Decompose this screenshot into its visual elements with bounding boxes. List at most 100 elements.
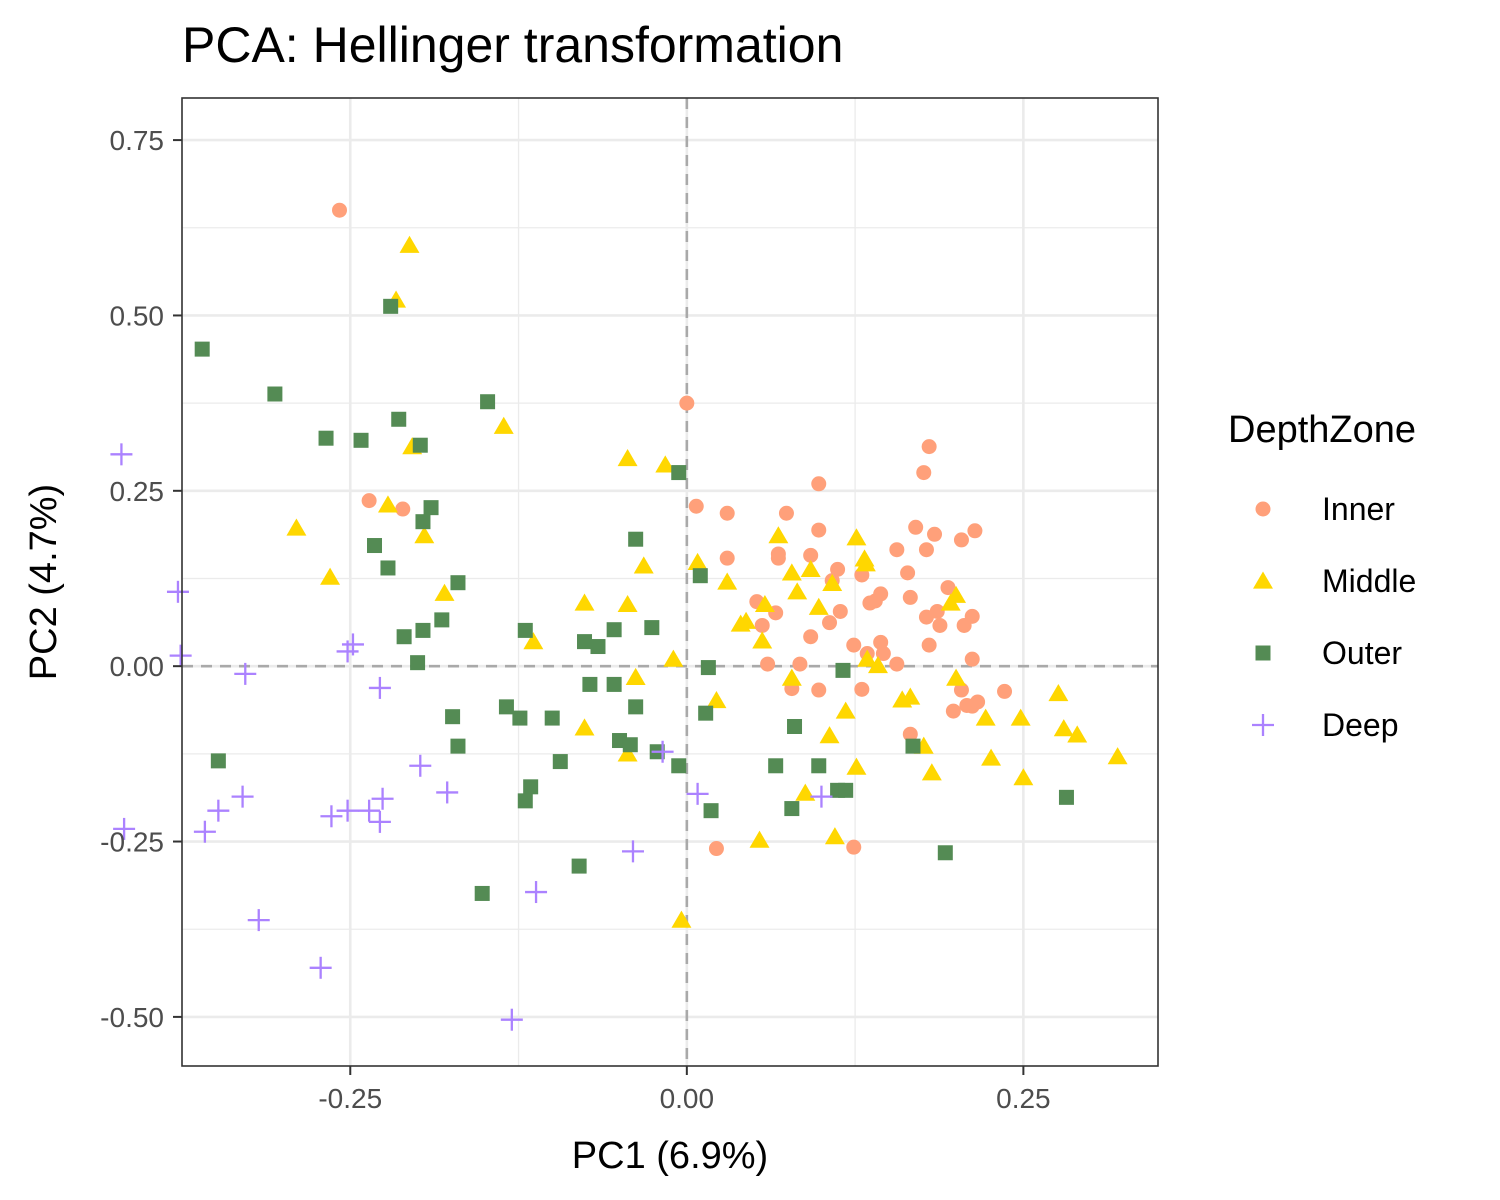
point-inner [792,656,808,672]
point-outer [318,430,334,446]
legend-item-outer: Outer [1255,635,1402,671]
point-inner [918,542,934,558]
point-outer [838,782,854,798]
point-inner [967,523,983,539]
point-middle [819,726,840,744]
point-inner [361,493,377,509]
point-deep [247,909,270,932]
point-inner [846,637,862,653]
point-middle [835,701,856,719]
y-tick-label: 0.00 [110,651,165,682]
point-deep [166,580,189,603]
y-tick-label: 0.25 [110,476,165,507]
legend-key-deep [1252,714,1274,736]
y-axis-title: PC2 (4.7%) [23,484,65,680]
point-outer [450,738,466,754]
point-middle [574,593,595,611]
point-outer [606,622,622,638]
point-inner [811,522,827,538]
point-deep [621,840,644,863]
point-middle [868,655,888,674]
point-outer [692,568,708,584]
point-outer [194,341,210,357]
point-inner [953,682,969,698]
point-middle [787,582,808,600]
point-middle [663,649,684,667]
point-middle [808,597,829,615]
series-outer [194,298,1074,901]
point-outer [517,622,533,638]
legend-title: DepthZone [1228,409,1416,451]
point-middle [1067,725,1088,743]
point-inner [964,651,980,667]
x-axis-title: PC1 (6.9%) [572,1135,768,1177]
point-inner [822,615,838,631]
y-tick-label: -0.50 [100,1002,164,1033]
point-outer [353,432,369,448]
legend-items: Inner Middle Outer Deep [1252,491,1416,743]
point-outer [698,705,714,721]
point-outer [498,699,514,715]
point-middle [617,594,638,613]
point-middle [822,573,843,592]
legend: DepthZone Inner Middle Outer Deep [1228,409,1416,743]
point-deep [500,1008,523,1031]
point-outer [671,465,687,481]
point-inner [929,603,945,619]
point-outer [544,710,560,726]
point-outer [768,758,784,774]
point-inner [811,476,827,492]
point-outer [784,801,800,817]
point-deep [409,754,432,777]
point-middle [399,235,420,253]
point-outer [210,753,226,769]
legend-label: Deep [1322,707,1399,743]
point-middle [671,910,692,928]
point-deep [234,662,257,685]
point-deep [110,443,133,466]
point-inner [754,617,770,633]
point-middle [1013,768,1034,786]
point-inner [921,439,937,455]
point-middle [921,763,942,781]
legend-key-inner [1255,501,1271,517]
point-outer [937,845,953,861]
point-deep [169,644,192,667]
point-outer [628,699,644,715]
point-middle [493,416,514,434]
point-deep [810,785,833,808]
chart-title: PCA: Hellinger transformation [182,17,843,73]
point-middle [1107,747,1128,765]
point-inner [889,542,905,558]
point-deep [436,781,459,804]
point-outer [267,386,283,402]
series-deep [110,443,833,1031]
point-outer [700,660,716,676]
point-outer [577,634,593,650]
point-inner [889,656,905,672]
point-outer [552,754,568,770]
point-outer [391,411,407,427]
point-deep [358,799,381,822]
point-middle [717,572,738,590]
point-outer [582,676,598,692]
point-outer [905,738,921,754]
point-middle [617,449,638,467]
point-inner [873,634,889,650]
point-middle [857,649,878,667]
point-middle [633,556,654,574]
point-middle [749,830,770,848]
legend-label: Outer [1322,635,1402,671]
point-outer [474,885,490,901]
point-inner [908,519,924,535]
point-middle [687,552,708,570]
point-deep [231,785,254,808]
point-outer [367,538,383,554]
point-outer [671,758,687,774]
point-inner [964,608,980,624]
point-middle [975,708,996,726]
legend-key-middle [1253,571,1273,589]
x-axis-ticks: -0.25 0.00 0.25 [318,1066,1051,1114]
point-inner [708,841,724,857]
